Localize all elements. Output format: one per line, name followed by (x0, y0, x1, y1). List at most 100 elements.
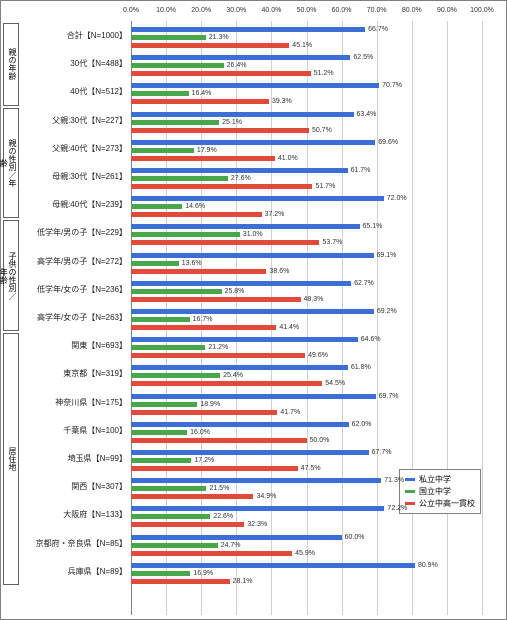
bar (131, 381, 322, 386)
bar (131, 269, 266, 274)
group-label: 親の年齢 (6, 48, 16, 80)
bar (131, 71, 311, 76)
bar-value-label: 32.3% (247, 521, 267, 528)
row-label: 40代【N=512】 (21, 86, 127, 97)
bar-value-label: 66.7% (368, 26, 388, 33)
gridline (447, 21, 448, 615)
bar-value-label: 21.3% (209, 34, 229, 41)
bar-value-label: 69.6% (378, 139, 398, 146)
bar-value-label: 21.5% (209, 485, 229, 492)
legend-swatch (405, 478, 415, 481)
bar-value-label: 39.3% (272, 98, 292, 105)
x-tick-label: 70.0% (367, 7, 387, 14)
bar-value-label: 65.1% (363, 223, 383, 230)
bar (131, 430, 187, 435)
bar-value-label: 67.7% (372, 449, 392, 456)
bar (131, 478, 381, 483)
gridline (377, 21, 378, 615)
bar-value-label: 47.5% (301, 465, 321, 472)
bar (131, 83, 379, 88)
bar (131, 43, 289, 48)
bar-value-label: 48.3% (304, 296, 324, 303)
bar (131, 289, 222, 294)
legend-item: 私立中学 (405, 474, 475, 485)
bar (131, 176, 228, 181)
group-label: 居住地 (6, 447, 16, 471)
gridline (482, 21, 483, 615)
bar (131, 156, 275, 161)
bar-value-label: 18.9% (200, 401, 220, 408)
group-bracket: 子供の性別／年齢 (3, 220, 19, 331)
bar (131, 99, 269, 104)
bar-value-label: 69.1% (377, 252, 397, 259)
bar (131, 514, 210, 519)
row-label: 兵庫県【N=89】 (21, 566, 127, 577)
bar-value-label: 50.0% (310, 437, 330, 444)
row-label: 父親:40代【N=273】 (21, 143, 127, 154)
bar-value-label: 25.4% (223, 372, 243, 379)
bar-value-label: 62.5% (353, 54, 373, 61)
row-label: 高学年/女の子【N=263】 (21, 312, 127, 323)
legend-swatch (405, 490, 415, 493)
bar-value-label: 17.9% (197, 147, 217, 154)
x-tick-label: 100.0% (470, 7, 494, 14)
bar (131, 35, 206, 40)
bar (131, 140, 375, 145)
bar-value-label: 80.9% (418, 562, 438, 569)
bar (131, 494, 253, 499)
bar-value-label: 69.2% (377, 308, 397, 315)
bar-value-label: 72.0% (387, 195, 407, 202)
row-label: 東京都【N=319】 (21, 368, 127, 379)
row-label: 30代【N=488】 (21, 58, 127, 69)
bar-value-label: 38.6% (269, 268, 289, 275)
bar (131, 281, 351, 286)
group-bracket: 居住地 (3, 333, 19, 585)
row-label: 埼玉県【N=99】 (21, 453, 127, 464)
bar-value-label: 62.7% (354, 280, 374, 287)
bar-value-label: 61.7% (351, 167, 371, 174)
row-label: 母親:30代【N=261】 (21, 171, 127, 182)
x-tick-label: 80.0% (402, 7, 422, 14)
bar-value-label: 26.4% (227, 62, 247, 69)
bar-value-label: 24.7% (221, 542, 241, 549)
row-label: 京都府・奈良県【N=85】 (21, 538, 127, 549)
bar (131, 232, 240, 237)
legend-label: 公立中高一貫校 (419, 498, 475, 509)
bar (131, 120, 219, 125)
bar (131, 394, 376, 399)
bar (131, 486, 206, 491)
bar-value-label: 41.7% (280, 409, 300, 416)
bar (131, 261, 179, 266)
bar (131, 224, 360, 229)
bar (131, 27, 365, 32)
bar (131, 458, 191, 463)
legend-item: 公立中高一貫校 (405, 498, 475, 509)
row-label: 父親:30代【N=227】 (21, 115, 127, 126)
group-label: 親の性別／年齢 (6, 136, 16, 190)
x-tick-label: 10.0% (156, 7, 176, 14)
bar (131, 63, 224, 68)
bar-value-label: 31.0% (243, 231, 263, 238)
x-tick-label: 0.0% (123, 7, 139, 14)
bar (131, 579, 230, 584)
bar (131, 535, 342, 540)
bar (131, 112, 354, 117)
group-label: 子供の性別／年齢 (6, 249, 16, 303)
bar (131, 373, 220, 378)
bar (131, 450, 369, 455)
bar (131, 365, 348, 370)
bar (131, 563, 415, 568)
bar (131, 196, 384, 201)
bar (131, 309, 374, 314)
bar-value-label: 34.9% (256, 493, 276, 500)
gridline (307, 21, 308, 615)
bar (131, 410, 277, 415)
bar-value-label: 37.2% (265, 211, 285, 218)
bar-value-label: 64.6% (361, 336, 381, 343)
bar (131, 543, 218, 548)
bar-value-label: 69.7% (379, 393, 399, 400)
row-label: 母親:40代【N=239】 (21, 199, 127, 210)
bar-value-label: 61.8% (351, 364, 371, 371)
bar-value-label: 60.0% (345, 534, 365, 541)
row-label: 合計【N=1000】 (21, 30, 127, 41)
